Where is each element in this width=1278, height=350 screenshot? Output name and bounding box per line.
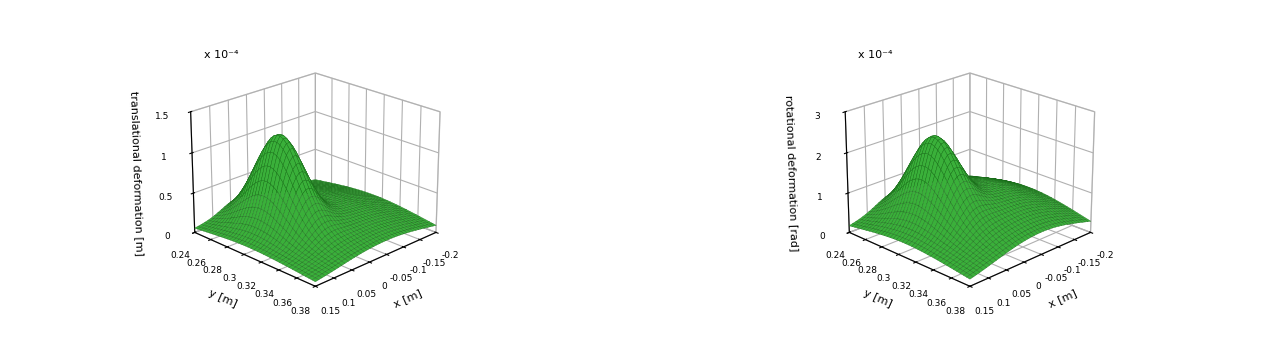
Text: x 10⁻⁴: x 10⁻⁴ — [204, 50, 239, 60]
Text: x 10⁻⁴: x 10⁻⁴ — [859, 50, 893, 60]
Y-axis label: y [m]: y [m] — [863, 288, 893, 309]
X-axis label: x [m]: x [m] — [392, 288, 423, 309]
Y-axis label: y [m]: y [m] — [207, 288, 239, 309]
X-axis label: x [m]: x [m] — [1047, 288, 1077, 309]
